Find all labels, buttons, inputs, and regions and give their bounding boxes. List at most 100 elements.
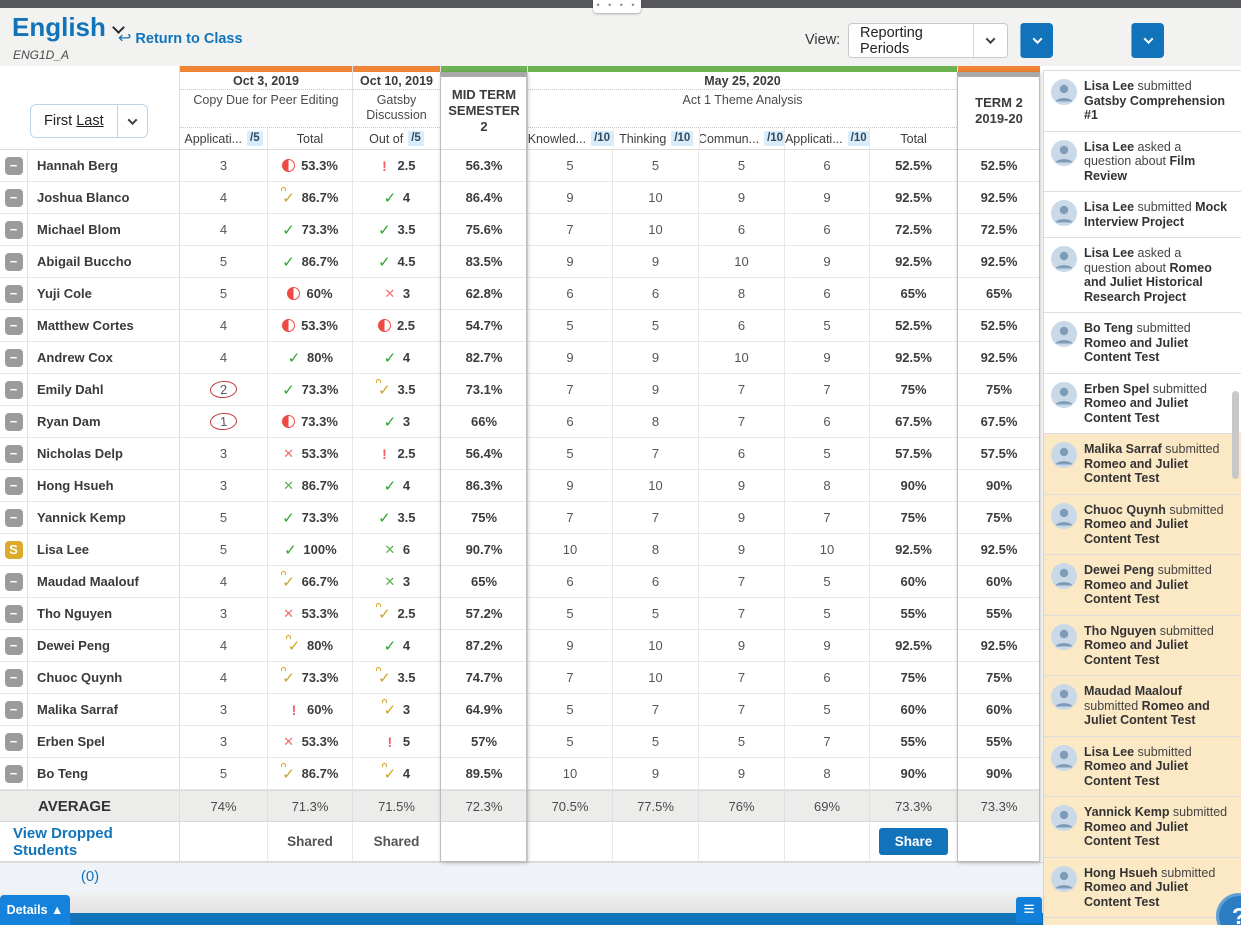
student-name[interactable]: Yuji Cole xyxy=(28,278,180,309)
grade-cell[interactable]: 5 xyxy=(698,150,784,181)
feed-item[interactable]: Lisa Lee submitted Romeo and Juliet Cont… xyxy=(1044,736,1241,797)
grade-cell[interactable]: 56.3% xyxy=(440,150,527,181)
grade-cell[interactable]: 53.3% xyxy=(267,150,352,181)
grade-cell[interactable]: 5 xyxy=(612,726,698,757)
assessment-header-group[interactable]: MID TERM SEMESTER 2 xyxy=(440,66,527,149)
grade-cell[interactable]: 4 xyxy=(219,574,228,589)
grade-cell[interactable]: 7 xyxy=(698,566,784,597)
grade-cell[interactable]: 65% xyxy=(440,566,527,597)
student-name[interactable]: Andrew Cox xyxy=(28,342,180,373)
grade-cell[interactable]: ✕ 53.3% xyxy=(267,726,352,757)
grade-cell[interactable]: 9 xyxy=(612,246,698,277)
grade-column-header[interactable]: Knowled.../10 xyxy=(528,128,613,149)
student-name[interactable]: Hannah Berg xyxy=(28,150,180,181)
feed-item[interactable]: Lisa Lee asked a question about Film Rev… xyxy=(1044,131,1241,192)
grade-cell[interactable]: ✓ 80% xyxy=(267,342,352,373)
grade-cell[interactable]: 6 xyxy=(784,406,869,437)
grade-cell[interactable]: 5 xyxy=(527,310,612,341)
grade-cell[interactable]: 92.5% xyxy=(869,342,957,373)
grade-cell[interactable]: ✓ 86.7% xyxy=(267,182,352,213)
feed-item[interactable]: Chuoc Quynh submitted Romeo and Juliet C… xyxy=(1044,494,1241,555)
grade-cell[interactable]: 9 xyxy=(784,182,869,213)
grade-cell[interactable]: 8 xyxy=(698,278,784,309)
grade-cell[interactable]: ✕ 6 xyxy=(352,534,440,565)
grade-cell[interactable]: 57% xyxy=(440,726,527,757)
student-flag-badge[interactable]: − xyxy=(4,604,23,623)
grade-cell[interactable]: ✓ 86.7% xyxy=(267,246,352,277)
grade-cell[interactable]: 3 xyxy=(219,734,228,749)
view-select-chevron[interactable] xyxy=(973,24,1007,57)
grade-column-header[interactable]: Thinking/10 xyxy=(612,128,699,149)
feed-item[interactable]: Nicholas Delp submitted Romeo and Juliet… xyxy=(1044,918,1241,925)
grade-cell[interactable]: 87.2% xyxy=(440,630,527,661)
grade-cell[interactable]: 9 xyxy=(527,470,612,501)
grade-cell[interactable]: 65% xyxy=(869,278,957,309)
grade-cell[interactable]: 7 xyxy=(527,662,612,693)
student-name[interactable]: Erben Spel xyxy=(28,726,180,757)
grade-cell[interactable]: 8 xyxy=(612,406,698,437)
student-flag-badge[interactable]: − xyxy=(4,284,23,303)
grade-cell[interactable]: ✕ 53.3% xyxy=(267,438,352,469)
student-name[interactable]: Michael Blom xyxy=(28,214,180,245)
grade-cell[interactable]: 10 xyxy=(698,246,784,277)
grade-cell[interactable]: 92.5% xyxy=(957,246,1040,277)
grade-cell[interactable]: 4 xyxy=(219,638,228,653)
grade-cell[interactable]: 3 xyxy=(219,606,228,621)
grade-cell[interactable]: 9 xyxy=(527,630,612,661)
view-dropped-students-link[interactable]: View Dropped Students xyxy=(13,824,113,859)
grade-cell[interactable]: ✓ 66.7% xyxy=(267,566,352,597)
grade-cell[interactable]: 66% xyxy=(440,406,527,437)
student-name[interactable]: Malika Sarraf xyxy=(28,694,180,725)
grade-cell[interactable]: 6 xyxy=(784,662,869,693)
grade-cell[interactable]: 60% xyxy=(267,278,352,309)
grade-cell[interactable]: 8 xyxy=(612,534,698,565)
grade-cell[interactable]: 8 xyxy=(784,470,869,501)
student-name[interactable]: Bo Teng xyxy=(28,758,180,789)
grade-column-header[interactable]: Out of/5 xyxy=(353,128,440,149)
grade-cell[interactable]: 5 xyxy=(612,310,698,341)
grade-column-header[interactable]: Total xyxy=(869,128,957,149)
grade-cell[interactable]: 10 xyxy=(612,214,698,245)
student-name[interactable]: Chuoc Quynh xyxy=(28,662,180,693)
grade-cell[interactable]: 90% xyxy=(957,758,1040,789)
student-name[interactable]: Yannick Kemp xyxy=(28,502,180,533)
student-name[interactable]: Nicholas Delp xyxy=(28,438,180,469)
student-name[interactable]: Matthew Cortes xyxy=(28,310,180,341)
grade-cell[interactable]: 7 xyxy=(698,374,784,405)
grade-cell[interactable]: 9 xyxy=(784,246,869,277)
grade-cell[interactable]: 82.7% xyxy=(440,342,527,373)
grade-cell[interactable]: 60% xyxy=(957,694,1040,725)
student-name[interactable]: Emily Dahl xyxy=(28,374,180,405)
student-name[interactable]: Hong Hsueh xyxy=(28,470,180,501)
grade-cell[interactable]: 6 xyxy=(784,150,869,181)
grade-cell[interactable]: 7 xyxy=(527,214,612,245)
grade-cell[interactable]: 6 xyxy=(784,278,869,309)
feed-item[interactable]: Malika Sarraf submitted Romeo and Juliet… xyxy=(1044,434,1241,495)
hamburger-menu-button[interactable]: ≡ xyxy=(1016,897,1042,923)
grade-cell[interactable]: 9 xyxy=(527,182,612,213)
grade-cell[interactable]: 5 xyxy=(784,310,869,341)
grade-cell[interactable]: 9 xyxy=(698,630,784,661)
grade-cell[interactable]: 5 xyxy=(612,598,698,629)
grade-cell[interactable]: 7 xyxy=(698,598,784,629)
grade-cell[interactable]: 5 xyxy=(612,150,698,181)
grade-cell[interactable]: 7 xyxy=(612,502,698,533)
grade-cell[interactable]: 56.4% xyxy=(440,438,527,469)
grade-cell[interactable]: 4 xyxy=(219,670,228,685)
settings-dropdown-button[interactable] xyxy=(1131,23,1164,58)
grade-cell[interactable]: 6 xyxy=(612,278,698,309)
return-to-class-link[interactable]: ↩ Return to Class xyxy=(118,30,243,47)
name-format-chevron[interactable] xyxy=(117,105,147,137)
grade-cell[interactable]: 4 xyxy=(219,318,228,333)
grade-column-header[interactable]: Applicati.../10 xyxy=(784,128,870,149)
grade-cell[interactable]: 6 xyxy=(527,406,612,437)
grade-cell[interactable]: ✕ 53.3% xyxy=(267,598,352,629)
grade-cell[interactable]: 92.5% xyxy=(957,182,1040,213)
student-name[interactable]: Ryan Dam xyxy=(28,406,180,437)
student-flag-badge[interactable]: − xyxy=(4,700,23,719)
drag-handle[interactable]: • • • • xyxy=(593,0,641,13)
student-name[interactable]: Tho Nguyen xyxy=(28,598,180,629)
grade-cell[interactable]: 3 xyxy=(219,478,228,493)
grade-cell[interactable]: 7 xyxy=(698,662,784,693)
student-flag-badge[interactable]: − xyxy=(4,348,23,367)
